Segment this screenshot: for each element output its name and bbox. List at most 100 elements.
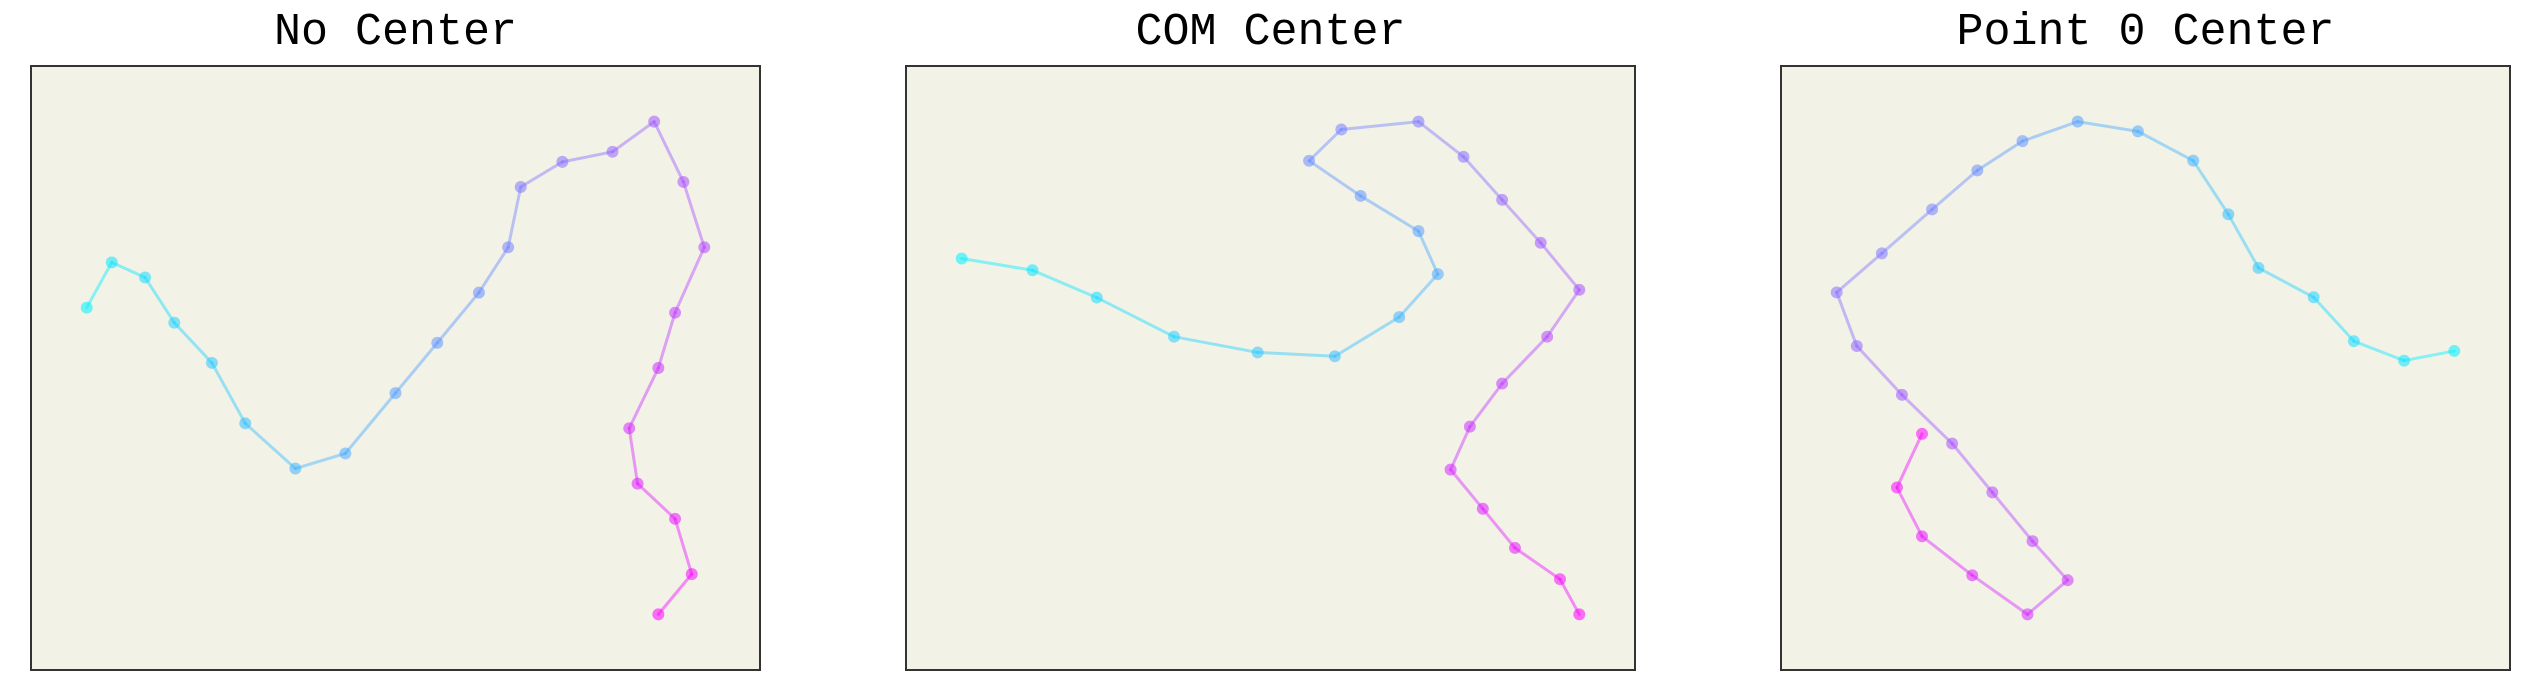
data-point [1463, 420, 1476, 433]
data-point [2026, 535, 2039, 548]
plot-frame [905, 65, 1636, 671]
plot-group [1830, 115, 2461, 621]
chain-segment [2312, 295, 2356, 343]
plot-frame [1780, 65, 2511, 671]
chain-segment [2031, 539, 2070, 582]
data-point [1986, 486, 1999, 499]
data-point [1412, 225, 1425, 238]
data-point [1496, 377, 1509, 390]
data-point [168, 316, 181, 329]
data-point [631, 477, 644, 490]
chain-segment [1895, 432, 1924, 489]
chain-segment [656, 572, 694, 616]
data-point [1850, 340, 1863, 353]
chain-segment [519, 160, 564, 189]
chain-segment [2076, 120, 2140, 133]
data-point [1168, 330, 1180, 343]
chain-segment [1468, 382, 1504, 429]
chain-segment [1333, 315, 1401, 358]
chain-segment [2352, 339, 2406, 363]
chain-segment [673, 245, 706, 315]
data-point [1328, 350, 1341, 363]
chain-segment [1449, 425, 1472, 472]
data-point [1508, 541, 1521, 554]
data-point [1916, 427, 1928, 440]
data-point [1090, 291, 1103, 304]
chain-segment [477, 245, 510, 295]
chain-segment [1462, 155, 1504, 202]
data-point [2021, 608, 2034, 621]
data-point [80, 301, 93, 314]
chain-segment [1307, 159, 1363, 198]
data-point [1431, 268, 1444, 281]
data-point [514, 181, 527, 193]
chart-title: No Center [273, 7, 518, 58]
chain-segment [2020, 120, 2080, 143]
chain-segment [681, 180, 706, 249]
chain-segment [1975, 139, 2024, 172]
data-point [2307, 291, 2320, 304]
data-point [431, 336, 444, 349]
plot-area [80, 115, 711, 621]
chart-title: COM Center [1135, 7, 1406, 58]
chain-segment [1500, 198, 1543, 245]
data-point [1926, 203, 1939, 216]
data-point [1830, 286, 1843, 299]
data-point [339, 447, 352, 460]
plot-area [1830, 115, 2461, 621]
chain-segment [960, 257, 1035, 272]
data-point [1496, 193, 1509, 206]
data-point [556, 155, 569, 168]
chain-segment [1950, 442, 1994, 494]
chart-panel-point-0-center: Point 0 Center [1780, 7, 2511, 671]
data-point [389, 387, 402, 400]
chain-segment [1500, 335, 1549, 386]
data-point [677, 175, 690, 188]
data-point [1891, 481, 1903, 494]
chain-segment [611, 120, 656, 154]
data-point [2398, 354, 2411, 367]
chain-segment [1095, 296, 1176, 339]
data-point [606, 145, 619, 158]
data-point [205, 356, 218, 369]
chain-segment [2026, 578, 2070, 616]
data-point [623, 422, 636, 435]
chain-segment [1920, 534, 1974, 577]
chain-segment [1900, 393, 1954, 446]
data-point [648, 115, 661, 128]
data-point [2016, 135, 2029, 148]
chain-segment [1307, 127, 1343, 163]
chain-segment [1990, 490, 2035, 543]
chain-segment [1545, 288, 1581, 339]
chain-segment [1359, 194, 1420, 233]
chart-title: Point 0 Center [1956, 7, 2335, 58]
chain-segment [1895, 486, 1924, 538]
chain-segment [1416, 120, 1466, 159]
data-point [698, 241, 711, 254]
chain-segment [560, 150, 614, 164]
chain-segment [1256, 350, 1337, 358]
data-point [1875, 247, 1888, 260]
data-point [139, 271, 152, 284]
data-point [955, 252, 968, 265]
data-point [1393, 311, 1406, 324]
chain-segment [1558, 577, 1581, 616]
chart-panel-com-center: COM Center [905, 7, 1636, 671]
data-point [1476, 502, 1489, 515]
data-point [1971, 164, 1984, 177]
data-point [2187, 154, 2200, 167]
data-point [669, 512, 682, 525]
chain-segment [1835, 251, 1884, 294]
data-point [2071, 115, 2084, 128]
chain-segment [435, 291, 481, 345]
chain-segment [627, 366, 660, 430]
chain-segment [656, 311, 677, 370]
chain-segment [293, 451, 347, 471]
chain-segment [1880, 207, 1934, 255]
data-point [1251, 346, 1264, 359]
data-point [1412, 115, 1425, 128]
chain-segment [85, 260, 114, 310]
data-point [289, 462, 302, 475]
chain-segment [627, 426, 640, 486]
data-point [1554, 573, 1566, 586]
